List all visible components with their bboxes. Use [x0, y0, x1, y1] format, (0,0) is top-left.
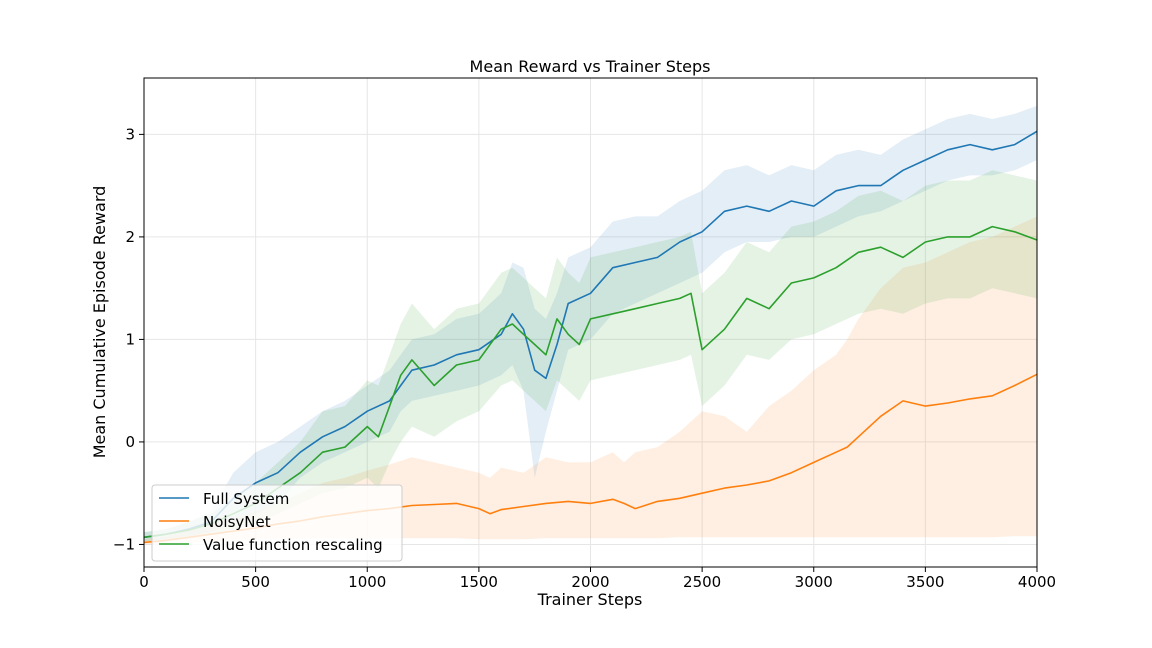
- x-tick-label: 2000: [571, 573, 609, 591]
- x-axis-label: Trainer Steps: [537, 590, 643, 609]
- legend-label-noisynet: NoisyNet: [203, 513, 271, 531]
- x-tick-label: 3500: [906, 573, 944, 591]
- y-axis-label: Mean Cumulative Episode Reward: [90, 186, 109, 459]
- y-tick-label: 2: [125, 228, 135, 246]
- band-value-function-rescaling: [144, 170, 1037, 542]
- band-full-system: [144, 105, 1037, 542]
- x-tick-label: 500: [241, 573, 270, 591]
- legend: Full System NoisyNet Value function resc…: [151, 484, 403, 562]
- chart-title: Mean Reward vs Trainer Steps: [470, 57, 711, 76]
- x-tick-label: 4000: [1018, 573, 1056, 591]
- legend-box: [151, 484, 403, 562]
- x-tick-label: 3000: [795, 573, 833, 591]
- series-line-value-function-rescaling: [143, 225, 1038, 539]
- y-tick-label: −1: [113, 535, 135, 553]
- x-tick-label: 0: [139, 573, 149, 591]
- x-tick-label: 2500: [683, 573, 721, 591]
- y-tick-label: 1: [125, 330, 135, 348]
- y-tick-label: 3: [125, 125, 135, 143]
- legend-label-full-system: Full System: [203, 490, 289, 508]
- y-tick-label: 0: [125, 433, 135, 451]
- legend-label-value-function-rescaling: Value function rescaling: [203, 536, 383, 554]
- x-tick-label: 1000: [348, 573, 386, 591]
- axis-ticks: 0 500 1000 1500 2000 2500 3000 3500 4000 −1 0 1 2 3: [113, 125, 1056, 591]
- series-line-full-system: [143, 130, 1038, 539]
- x-tick-label: 1500: [460, 573, 498, 591]
